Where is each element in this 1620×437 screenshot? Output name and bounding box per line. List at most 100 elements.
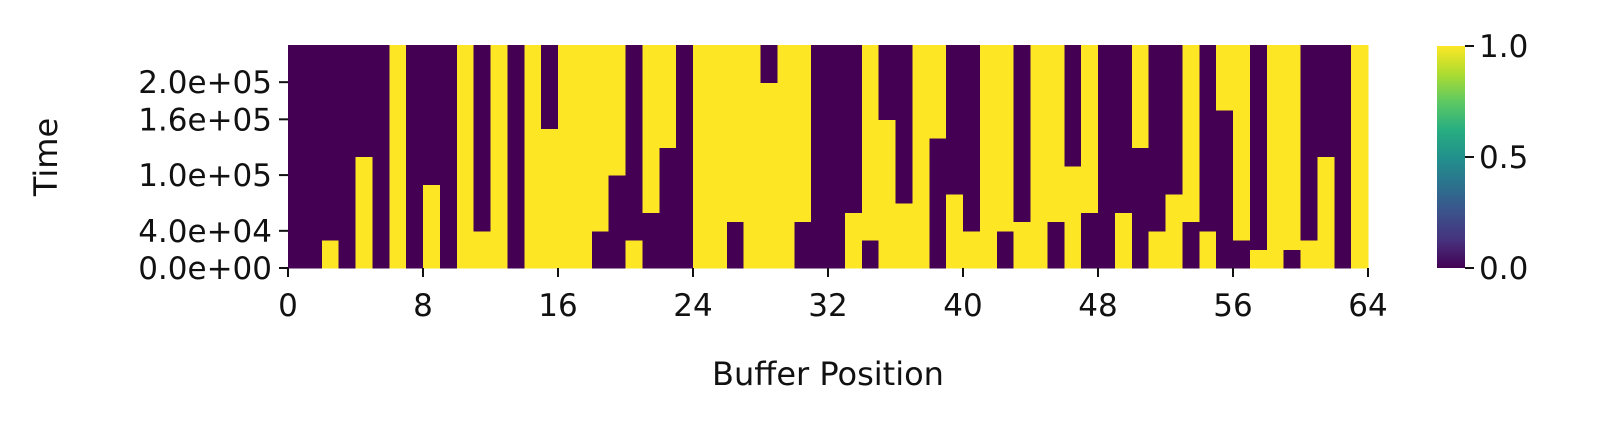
heatmap-cell-col59-run0 [1283,249,1302,269]
heatmap-cell-col55-run1 [1216,45,1234,111]
x-axis-label: Buffer Position [712,355,944,393]
heatmap-cell-col28-run1 [760,45,778,83]
heatmap-cell-col61-run0 [1317,156,1335,269]
heatmap-cell-col60-run0 [1300,240,1318,269]
heatmap-cell-col51-run1 [1148,45,1167,232]
heatmap-cell-col30-run1 [794,45,812,223]
heatmap-cell-col22-run1 [659,45,677,148]
heatmap-cell-col62-run0 [1334,45,1352,269]
heatmap-cell-col39-run0 [946,193,964,269]
y-axis: 0.0e+004.0e+04 1.0e+05 1.6e+052.0e+05 Time [27,65,288,287]
heatmap-cell-col19-run0 [608,175,627,269]
heatmap-cell-col28-run0 [760,82,778,269]
x-tick-label: 24 [673,288,712,324]
heatmap-cell-col3-run0 [338,45,357,269]
x-tick-label: 32 [808,288,847,324]
heatmap-cell-col58-run0 [1266,45,1285,269]
heatmap-cell-col24-run0 [693,45,711,269]
heatmap-cell-col46-run1 [1064,45,1082,167]
y-tick-label: 0.0e+00 [138,251,272,287]
heatmap-cell-col4-run0 [355,156,373,269]
heatmap-cell-col39-run1 [946,45,964,195]
heatmap-cell-col22-run0 [659,147,677,269]
heatmap-cell-col9-run0 [439,45,458,269]
heatmap-cell-col53-run1 [1182,45,1200,223]
heatmap-cell-col21-run1 [642,45,660,213]
heatmap-cell-col42-run1 [996,45,1015,232]
heatmap-cell-col36-run0 [895,202,913,269]
heatmap-cell-col32-run0 [828,45,846,269]
heatmap-cell-col11-run0 [473,230,492,269]
heatmap-cell-col50-run1 [1131,45,1150,148]
colorbar-tick-label: 0.5 [1479,140,1528,176]
heatmap-cell-col54-run1 [1199,45,1217,232]
heatmap-cell-col8-run1 [423,45,441,185]
heatmap-cell-col34-run1 [861,45,880,241]
y-tick-label: 2.0e+05 [138,65,272,101]
heatmap-cell-col49-run1 [1114,45,1133,213]
heatmap-cell-col26-run0 [726,221,745,269]
x-tick-label: 16 [538,288,577,324]
heatmap-cell-col2-run1 [321,45,340,241]
heatmap-cell-col47-run1 [1081,45,1099,213]
x-axis: 0 8 16 24 32 40 48 56 64 Buffer Position [278,268,1388,393]
heatmap-cell-col49-run0 [1114,212,1133,269]
heatmap-cell-col1-run0 [304,45,323,269]
x-tick-label: 56 [1213,288,1252,324]
heatmap-cell-col37-run0 [912,45,930,269]
heatmap-cell-col6-run0 [389,45,407,269]
heatmap-cell-col55-run0 [1216,110,1234,269]
heatmap-cell-col60-run1 [1300,45,1318,241]
colorbar-tick-label: 0.0 [1479,251,1528,287]
x-tick-label: 64 [1348,288,1387,324]
heatmap-cells [288,45,1369,269]
heatmap-cell-col52-run0 [1165,193,1183,269]
heatmap-cell-col27-run0 [743,45,762,269]
heatmap-cell-col53-run0 [1182,221,1200,269]
heatmap-cell-col12-run0 [490,45,508,269]
heatmap-cell-col25-run0 [709,45,728,269]
heatmap-cell-col20-run0 [625,240,643,269]
heatmap-cell-col14-run0 [524,45,542,269]
heatmap-cell-col5-run0 [372,45,390,269]
heatmap-cell-col50-run0 [1131,147,1150,269]
heatmap-cell-col31-run0 [811,45,829,269]
heatmap-cell-col40-run1 [963,45,981,232]
heatmap-cell-col34-run0 [861,240,880,269]
heatmap-cell-col10-run0 [456,45,475,269]
x-tick-label: 40 [943,288,982,324]
colorbar-ticks: 0.0 0.5 1.0 [1465,29,1528,287]
heatmap-cell-col45-run1 [1047,45,1065,223]
heatmap-cell-col40-run0 [963,230,981,269]
heatmap-cell-col56-run1 [1233,45,1251,241]
heatmap-cell-col57-run0 [1249,249,1268,269]
heatmap-cell-col15-run1 [541,45,559,130]
heatmap-cell-col38-run0 [929,137,947,269]
heatmap-cell-col0-run0 [288,45,306,269]
heatmap-cell-col11-run1 [473,45,492,232]
heatmap-cell-col2-run0 [321,240,340,269]
heatmap-cell-col38-run1 [929,45,947,139]
heatmap-cell-col45-run0 [1047,221,1065,269]
heatmap-cell-col13-run0 [507,45,525,269]
y-tick-label: 4.0e+04 [138,214,272,250]
y-tick-label: 1.0e+05 [138,158,272,194]
heatmap-cell-col48-run0 [1098,45,1116,269]
heatmap-cell-col46-run0 [1064,165,1082,269]
heatmap-cell-col8-run0 [423,184,441,269]
heatmap-cell-col21-run0 [642,212,660,269]
x-tick-label: 8 [413,288,433,324]
heatmap-cell-col33-run0 [844,212,863,269]
heatmap-cell-col59-run1 [1283,45,1302,251]
heatmap-cell-col7-run0 [406,45,424,269]
heatmap-cell-col54-run0 [1199,230,1217,269]
heatmap-cell-col18-run0 [591,230,610,269]
heatmap-cell-col29-run0 [777,45,795,269]
heatmap-cell-col56-run0 [1233,240,1251,269]
heatmap-cell-col42-run0 [996,230,1015,269]
y-axis-ticks: 0.0e+004.0e+04 1.0e+05 1.6e+052.0e+05 [138,65,288,287]
heatmap-cell-col17-run0 [574,45,593,269]
x-tick-label: 48 [1078,288,1117,324]
heatmap-cell-col18-run1 [591,45,610,232]
